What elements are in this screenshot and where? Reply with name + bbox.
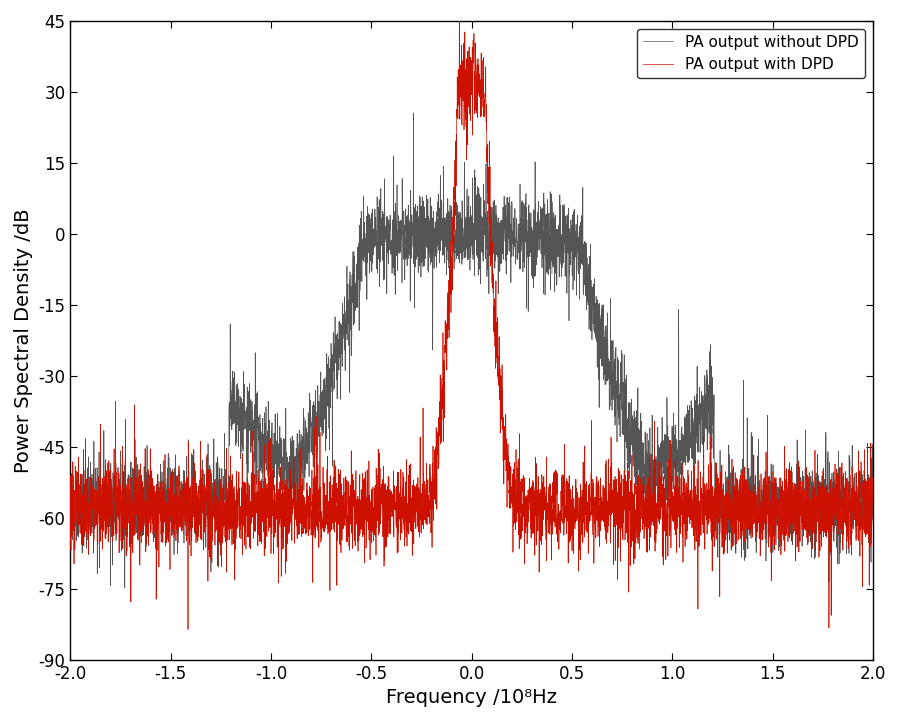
Legend: PA output without DPD, PA output with DPD: PA output without DPD, PA output with DP…	[636, 29, 865, 79]
PA output with DPD	[211, 497, 221, 506]
PA output without DPD	[408, 109, 418, 118]
PA output without DPD	[546, 270, 557, 278]
X-axis label: Frequency /10⁸Hz: Frequency /10⁸Hz	[386, 688, 557, 707]
Line: PA output without DPD: PA output without DPD	[70, 113, 873, 588]
PA output with DPD	[664, 512, 675, 521]
PA output with DPD	[587, 531, 598, 539]
PA output with DPD	[372, 487, 382, 495]
PA output with DPD	[183, 625, 194, 634]
PA output with DPD	[725, 494, 736, 503]
PA output without DPD	[211, 459, 221, 467]
PA output without DPD	[868, 516, 878, 524]
PA output without DPD	[587, 283, 598, 291]
PA output without DPD	[725, 469, 736, 478]
Y-axis label: Power Spectral Density /dB: Power Spectral Density /dB	[14, 208, 33, 472]
PA output with DPD	[546, 514, 557, 523]
PA output without DPD	[372, 193, 382, 201]
PA output with DPD	[868, 494, 878, 503]
PA output without DPD	[664, 490, 675, 499]
PA output with DPD	[454, 17, 464, 25]
Line: PA output with DPD: PA output with DPD	[70, 21, 873, 629]
PA output without DPD	[65, 490, 76, 498]
PA output with DPD	[65, 514, 76, 523]
PA output without DPD	[120, 583, 130, 592]
